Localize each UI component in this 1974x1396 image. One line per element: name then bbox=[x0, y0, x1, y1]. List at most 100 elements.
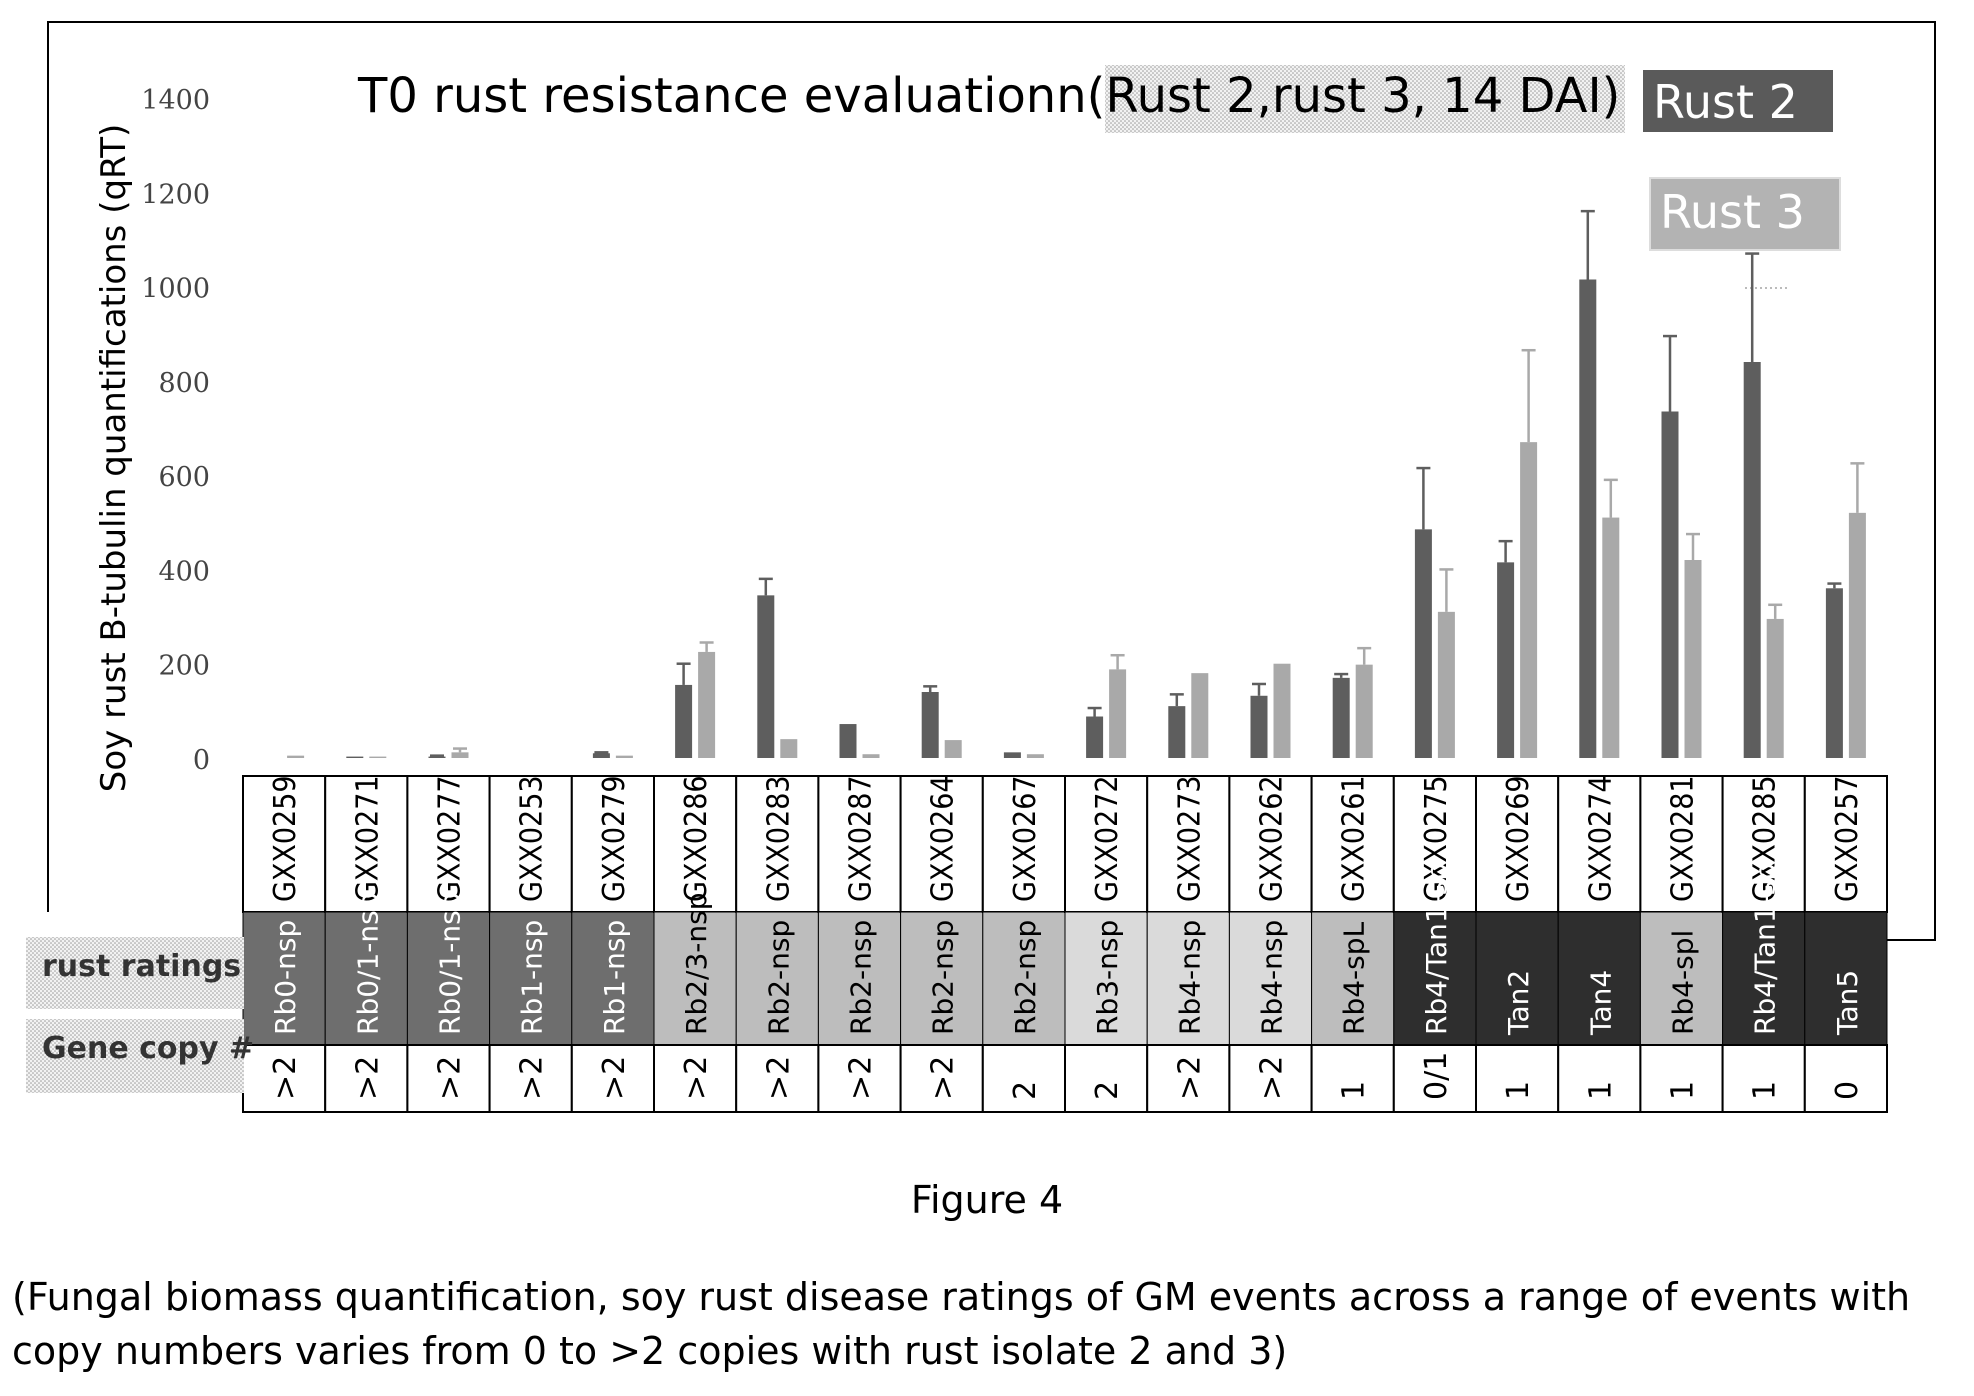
bar-rust3-GXX0273 bbox=[1191, 673, 1209, 758]
rust-rating-label: Rb4-spl bbox=[1667, 930, 1700, 1035]
bar-rust3-GXX0269 bbox=[1520, 442, 1538, 758]
bar-rust2-GXX0277 bbox=[428, 756, 446, 758]
rating-cell bbox=[1557, 911, 1641, 1046]
y-axis-ticks: 0 200 400 600 800 1000 1200 1400 bbox=[141, 85, 210, 776]
bar-rust3-GXX0259 bbox=[287, 755, 305, 758]
gene-copy-cell bbox=[242, 1044, 327, 1113]
y-tick-label: 1000 bbox=[141, 274, 210, 305]
rating-cell bbox=[406, 911, 491, 1046]
gene-copy-cell bbox=[1475, 1044, 1560, 1113]
rating-cell bbox=[571, 911, 655, 1046]
bar-rust2-GXX0273 bbox=[1168, 706, 1186, 758]
gene-copy-cell bbox=[817, 1044, 902, 1113]
gene-copy-label: >2 bbox=[1255, 1056, 1290, 1100]
category-cell bbox=[1228, 775, 1313, 913]
gene-copy-label: 1 bbox=[1748, 1081, 1783, 1100]
category-label: GXX0285 bbox=[1748, 775, 1783, 902]
legend: Rust 2 Rust 3 bbox=[1643, 70, 1841, 289]
legend-label-rust2: Rust 2 bbox=[1653, 75, 1798, 129]
category-label: GXX0273 bbox=[1172, 775, 1207, 902]
category-label: GXX0261 bbox=[1337, 775, 1372, 902]
rating-cell bbox=[242, 911, 326, 1046]
y-axis-label: Soy rust B-tubulin quantifications (qRT) bbox=[94, 124, 134, 792]
rating-cell bbox=[1804, 911, 1888, 1046]
category-cell bbox=[1146, 775, 1231, 913]
gene-copy-cell bbox=[1310, 1044, 1395, 1113]
category-cell bbox=[1721, 775, 1806, 913]
gene-copy-label: 1 bbox=[1583, 1081, 1618, 1100]
category-label: GXX0281 bbox=[1666, 775, 1701, 902]
category-cell bbox=[653, 775, 738, 913]
rating-cell bbox=[1475, 911, 1559, 1046]
y-tick-label: 200 bbox=[158, 651, 210, 682]
gene-copy-label: 0 bbox=[1830, 1081, 1865, 1100]
rating-cell bbox=[1228, 911, 1313, 1046]
bar-rust2-GXX0281 bbox=[1661, 411, 1679, 758]
gene-copy-cell bbox=[1392, 1044, 1478, 1113]
category-cell bbox=[570, 775, 655, 913]
bar-rust2-GXX0285 bbox=[1743, 362, 1761, 758]
rust-rating-label: Rb0-nsp bbox=[269, 920, 302, 1035]
gene-copy-label: 1 bbox=[1337, 1081, 1372, 1100]
rust-rating-label: Rb0/1-nsp bbox=[434, 892, 467, 1035]
gene-copy-label: >2 bbox=[844, 1056, 879, 1100]
bar-rust2-GXX0272 bbox=[1086, 716, 1104, 758]
rating-cell bbox=[735, 911, 819, 1046]
gene-copy-label: >2 bbox=[679, 1056, 714, 1100]
bar-rust2-GXX0267 bbox=[1003, 752, 1021, 758]
bar-rust3-GXX0262 bbox=[1273, 663, 1291, 758]
category-label: GXX0286 bbox=[679, 775, 714, 902]
gene-copy-label: >2 bbox=[433, 1056, 468, 1100]
bar-rust3-GXX0287 bbox=[862, 754, 880, 758]
gene-copy-label: >2 bbox=[1172, 1056, 1207, 1100]
gene-copy-cell bbox=[1721, 1044, 1806, 1113]
gene-copy-cell bbox=[899, 1044, 984, 1113]
rust-rating-label: Rb4-nsp bbox=[1256, 920, 1289, 1035]
rating-cell bbox=[900, 911, 984, 1046]
y-tick-label: 600 bbox=[158, 462, 210, 493]
rust-rating-label: Rb4-nsp bbox=[1173, 920, 1206, 1035]
gene-copy-cell bbox=[406, 1044, 491, 1113]
y-tick-label: 1400 bbox=[141, 85, 210, 116]
rating-cell bbox=[817, 911, 902, 1046]
bar-rust2-GXX0287 bbox=[839, 724, 857, 758]
category-cell bbox=[1310, 775, 1395, 913]
rust-rating-label: Rb2-nsp bbox=[845, 920, 878, 1035]
bar-rust2-GXX0271 bbox=[346, 756, 364, 758]
figure-description: (Fungal biomass quantification, soy rust… bbox=[12, 1275, 1911, 1373]
gene-copy-label: >2 bbox=[268, 1056, 303, 1100]
rust-rating-label: Rb3-nsp bbox=[1091, 920, 1124, 1035]
gene-copy-label: 2 bbox=[1090, 1081, 1125, 1100]
category-label: GXX0262 bbox=[1255, 775, 1290, 902]
bar-rust2-GXX0286 bbox=[675, 684, 693, 758]
legend-swatch-rust2 bbox=[1643, 70, 1833, 132]
category-label: GXX0277 bbox=[433, 775, 468, 902]
gene-copy-cell bbox=[1557, 1044, 1642, 1113]
title-highlight bbox=[1105, 65, 1625, 133]
legend-label-rust3: Rust 3 bbox=[1660, 185, 1805, 239]
category-label: GXX0267 bbox=[1008, 775, 1043, 902]
legend-swatch-rust3 bbox=[1649, 177, 1841, 251]
bar-rust2-GXX0269 bbox=[1497, 562, 1515, 758]
rust-rating-label: Rb2-nsp bbox=[1009, 920, 1042, 1035]
gene-copy-cell bbox=[324, 1044, 409, 1113]
bar-rust3-GXX0275 bbox=[1437, 611, 1455, 758]
category-cell bbox=[324, 775, 409, 913]
bar-rust2-GXX0283 bbox=[757, 595, 775, 758]
category-cell bbox=[899, 775, 984, 913]
category-cell bbox=[1557, 775, 1642, 913]
bar-rust3-GXX0274 bbox=[1602, 517, 1620, 758]
rating-cell bbox=[489, 911, 573, 1046]
plot-frame bbox=[47, 21, 1936, 941]
bar-rust3-GXX0286 bbox=[698, 651, 716, 758]
gene-copy-label: >2 bbox=[350, 1056, 385, 1100]
bars-group bbox=[287, 209, 1866, 758]
category-label: GXX0264 bbox=[926, 775, 961, 902]
bar-rust3-GXX0257 bbox=[1848, 512, 1866, 758]
gene-copy-cell bbox=[735, 1044, 820, 1113]
gene-copy-cell bbox=[1803, 1044, 1889, 1113]
rust-rating-label: Rb4/Tan1-sp bbox=[1420, 863, 1453, 1035]
rating-cell bbox=[982, 911, 1066, 1046]
rust-rating-label: Tan4 bbox=[1584, 970, 1617, 1036]
